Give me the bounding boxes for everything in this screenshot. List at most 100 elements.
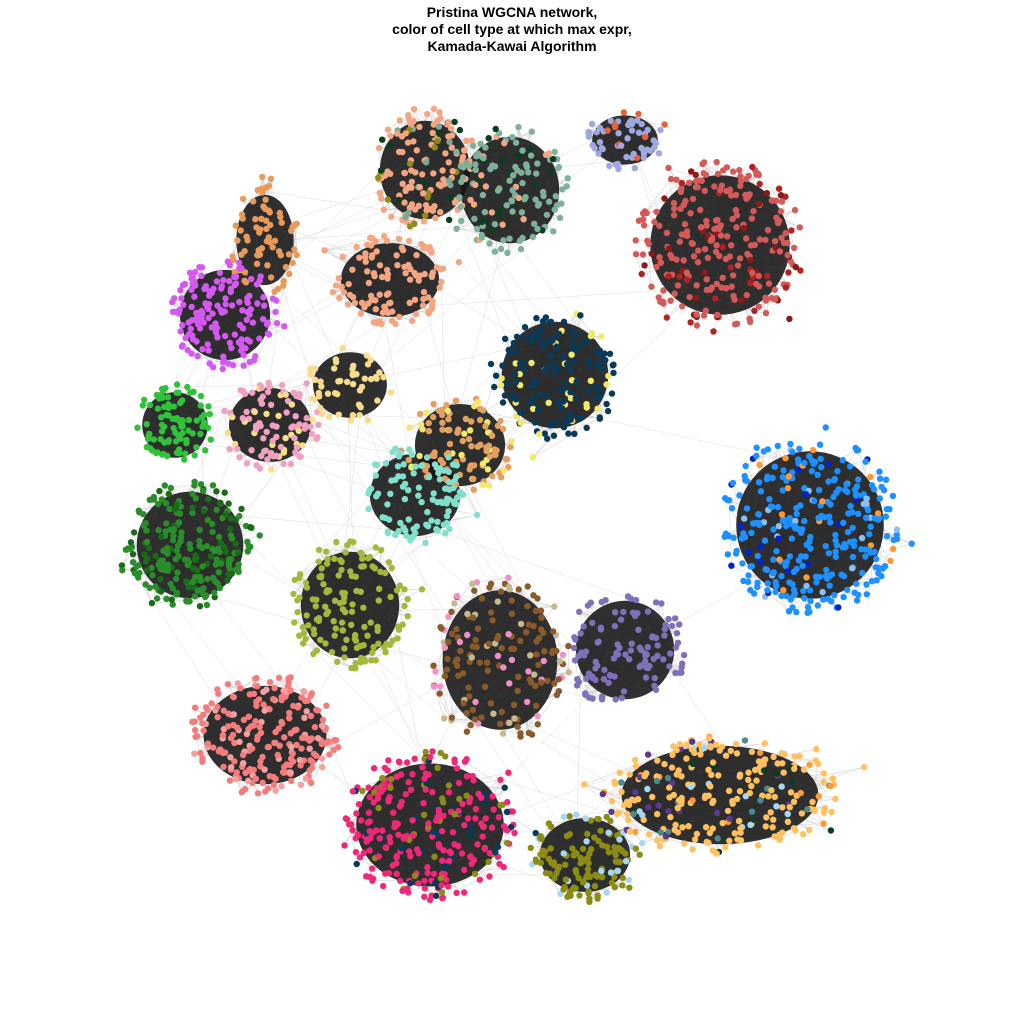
network-node: [579, 341, 586, 348]
network-node: [244, 538, 251, 545]
network-node: [455, 258, 463, 266]
network-node: [585, 890, 592, 897]
network-node: [523, 698, 531, 706]
network-node: [451, 841, 458, 848]
network-node: [460, 164, 467, 171]
title-line-3: Kamada-Kawai Algorithm: [427, 38, 597, 54]
network-node: [271, 237, 279, 244]
network-node: [462, 415, 470, 423]
network-node: [199, 563, 206, 570]
network-node: [173, 547, 180, 554]
network-node: [813, 746, 820, 753]
network-node: [679, 824, 686, 831]
network-node: [764, 580, 771, 587]
network-node: [617, 846, 625, 853]
network-node: [430, 662, 437, 669]
network-node: [664, 774, 672, 782]
network-node: [587, 377, 594, 384]
network-node: [317, 636, 324, 643]
network-node: [793, 608, 800, 616]
network-node: [866, 531, 873, 538]
network-node: [349, 380, 357, 388]
network-node: [843, 481, 850, 488]
network-node: [172, 575, 180, 583]
network-node: [728, 505, 736, 512]
network-node: [189, 509, 196, 516]
network-node: [287, 755, 295, 762]
network-node: [443, 512, 451, 520]
network-node: [765, 793, 772, 800]
network-node: [745, 572, 752, 579]
network-node: [587, 817, 595, 824]
network-node: [890, 536, 897, 544]
network-node: [261, 707, 268, 714]
network-node: [662, 621, 669, 629]
network-node: [656, 254, 663, 261]
network-node: [853, 483, 861, 490]
network-node: [173, 449, 181, 456]
network-node: [302, 635, 309, 643]
network-node: [481, 208, 489, 216]
network-node: [172, 438, 180, 445]
network-node: [331, 555, 338, 562]
network-node: [494, 652, 502, 660]
network-node: [429, 788, 436, 796]
network-node: [254, 251, 261, 259]
network-node: [364, 268, 371, 275]
network-node: [215, 748, 223, 755]
network-node: [146, 430, 153, 437]
network-node: [225, 500, 232, 507]
network-node: [804, 604, 812, 611]
network-node: [370, 799, 377, 806]
network-node: [654, 652, 661, 659]
network-node: [466, 693, 473, 700]
network-node: [398, 845, 405, 852]
network-node: [743, 505, 751, 512]
network-node: [192, 552, 199, 559]
network-node: [182, 450, 189, 457]
network-node: [430, 828, 437, 835]
network-node: [801, 517, 808, 525]
network-node: [332, 282, 340, 289]
network-node: [241, 248, 248, 255]
network-node: [274, 285, 282, 293]
network-node: [794, 456, 802, 463]
network-node: [824, 460, 832, 467]
network-node: [451, 118, 458, 126]
network-node: [219, 359, 227, 366]
network-node: [212, 561, 220, 568]
network-node: [703, 286, 710, 294]
network-node: [831, 475, 838, 483]
network-node: [509, 187, 516, 194]
network-node: [429, 452, 436, 459]
network-node: [822, 572, 830, 580]
network-node: [538, 614, 545, 621]
network-node: [556, 214, 564, 222]
network-node: [604, 127, 611, 134]
network-node: [630, 810, 637, 818]
network-node: [272, 739, 279, 746]
network-node: [488, 209, 496, 216]
network-node: [263, 410, 270, 418]
network-node: [169, 298, 176, 306]
network-node: [874, 510, 882, 517]
network-node: [783, 558, 790, 566]
network-node: [278, 783, 285, 790]
network-node: [625, 816, 632, 823]
network-node: [489, 617, 496, 624]
network-node: [409, 771, 416, 778]
network-node: [810, 497, 818, 505]
network-node: [379, 827, 386, 834]
network-node: [290, 590, 297, 598]
network-node: [671, 826, 678, 834]
network-node: [200, 727, 207, 734]
network-node: [673, 746, 680, 754]
network-node: [476, 876, 483, 883]
network-node: [405, 261, 412, 269]
network-node: [158, 496, 165, 503]
network-node: [634, 609, 641, 617]
network-node: [717, 222, 725, 229]
network-node: [313, 596, 320, 603]
network-node: [431, 203, 438, 210]
network-node: [714, 835, 721, 842]
